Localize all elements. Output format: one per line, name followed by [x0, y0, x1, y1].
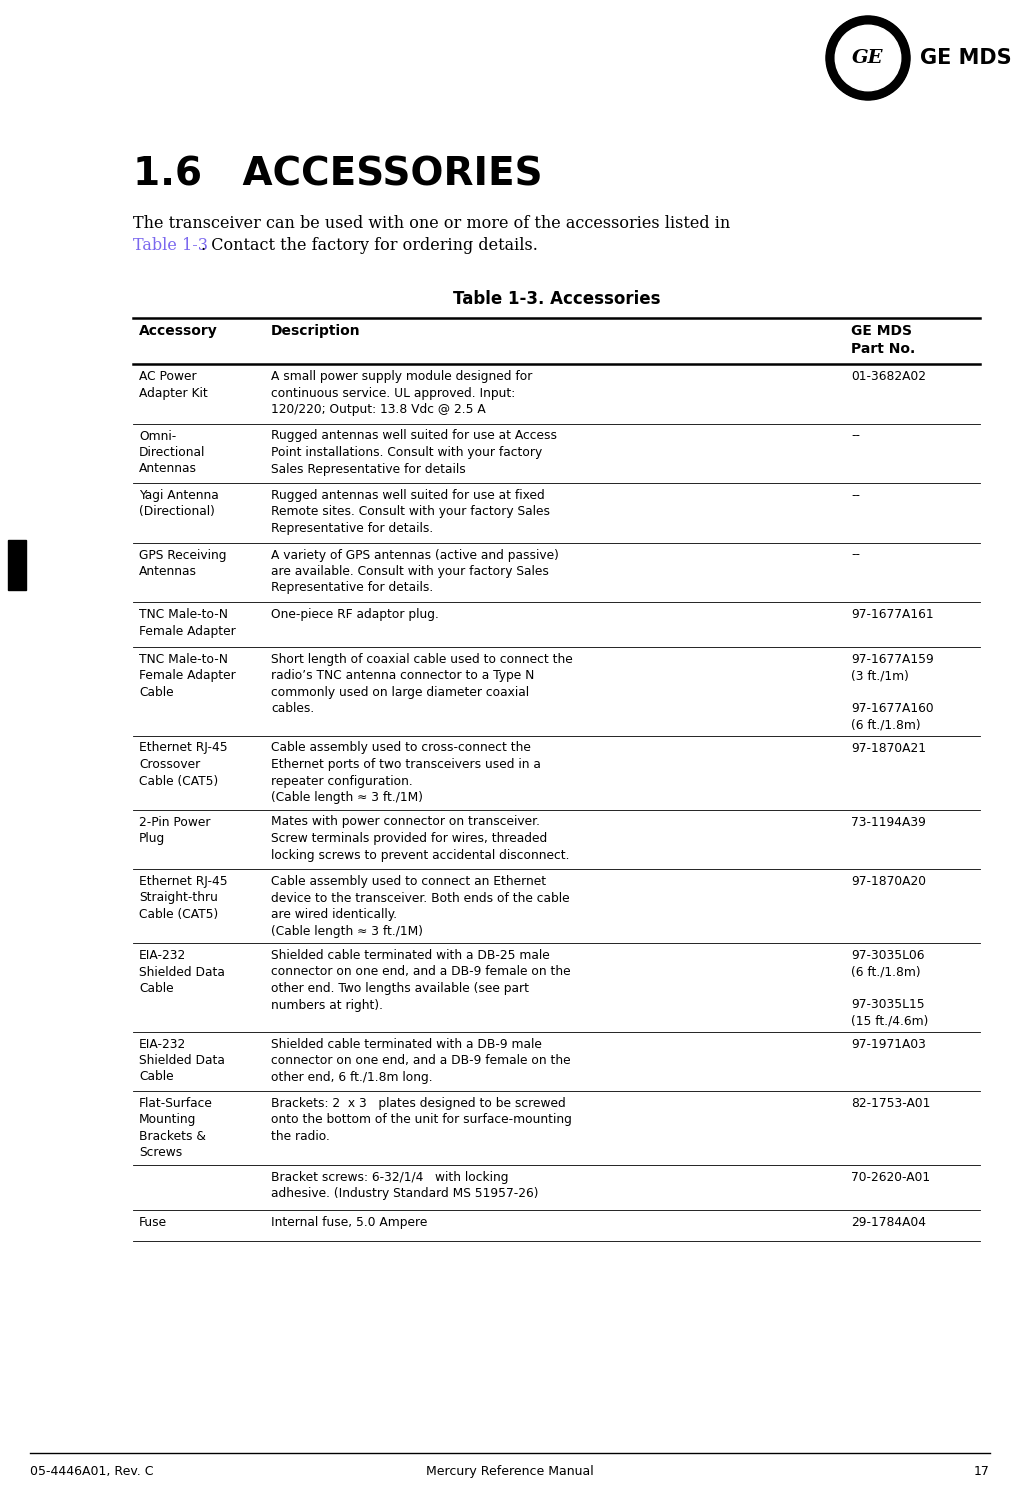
Text: Rugged antennas well suited for use at Access
Point installations. Consult with : Rugged antennas well suited for use at A…	[271, 429, 556, 476]
Text: 2-Pin Power
Plug: 2-Pin Power Plug	[139, 815, 210, 845]
Text: A variety of GPS antennas (active and passive)
are available. Consult with your : A variety of GPS antennas (active and pa…	[271, 548, 558, 594]
Text: Description: Description	[271, 324, 361, 338]
Text: 29-1784A04: 29-1784A04	[850, 1216, 925, 1229]
Bar	[8, 540, 25, 590]
Text: GE MDS: GE MDS	[919, 48, 1011, 68]
Text: Internal fuse, 5.0 Ampere: Internal fuse, 5.0 Ampere	[271, 1216, 427, 1229]
Text: The transceiver can be used with one or more of the accessories listed in: The transceiver can be used with one or …	[132, 215, 730, 233]
Text: GPS Receiving
Antennas: GPS Receiving Antennas	[139, 548, 226, 578]
Text: Accessory: Accessory	[139, 324, 217, 338]
Text: Shielded cable terminated with a DB-9 male
connector on one end, and a DB-9 fema: Shielded cable terminated with a DB-9 ma…	[271, 1037, 570, 1084]
Text: Mercury Reference Manual: Mercury Reference Manual	[426, 1465, 593, 1478]
Text: Ethernet RJ-45
Crossover
Cable (CAT5): Ethernet RJ-45 Crossover Cable (CAT5)	[139, 741, 227, 788]
Text: Omni-
Directional
Antennas: Omni- Directional Antennas	[139, 429, 205, 476]
Text: A small power supply module designed for
continuous service. UL approved. Input:: A small power supply module designed for…	[271, 371, 532, 416]
Circle shape	[825, 17, 909, 101]
Text: Mates with power connector on transceiver.
Screw terminals provided for wires, t: Mates with power connector on transceive…	[271, 815, 569, 862]
Text: GE MDS
Part No.: GE MDS Part No.	[850, 324, 914, 356]
Text: TNC Male-to-N
Female Adapter: TNC Male-to-N Female Adapter	[139, 608, 235, 638]
Text: 97-1677A161: 97-1677A161	[850, 608, 932, 621]
Text: EIA-232
Shielded Data
Cable: EIA-232 Shielded Data Cable	[139, 1037, 224, 1084]
Text: Cable assembly used to connect an Ethernet
device to the transceiver. Both ends : Cable assembly used to connect an Ethern…	[271, 875, 569, 938]
Text: 17: 17	[973, 1465, 989, 1478]
Text: 70-2620-A01: 70-2620-A01	[850, 1171, 929, 1184]
Text: Yagi Antenna
(Directional): Yagi Antenna (Directional)	[139, 489, 218, 518]
Text: 97-1870A21: 97-1870A21	[850, 741, 925, 755]
Text: Table 1-3. Accessories: Table 1-3. Accessories	[452, 290, 659, 308]
Text: 1.6   ACCESSORIES: 1.6 ACCESSORIES	[132, 155, 542, 194]
Text: 97-1677A159
(3 ft./1m)

97-1677A160
(6 ft./1.8m): 97-1677A159 (3 ft./1m) 97-1677A160 (6 ft…	[850, 653, 932, 732]
Text: TNC Male-to-N
Female Adapter
Cable: TNC Male-to-N Female Adapter Cable	[139, 653, 235, 699]
Text: One-piece RF adaptor plug.: One-piece RF adaptor plug.	[271, 608, 438, 621]
Text: GE: GE	[852, 50, 882, 68]
Text: 97-1971A03: 97-1971A03	[850, 1037, 925, 1051]
Text: 97-3035L06
(6 ft./1.8m)

97-3035L15
(15 ft./4.6m): 97-3035L06 (6 ft./1.8m) 97-3035L15 (15 f…	[850, 949, 927, 1028]
Circle shape	[835, 26, 900, 90]
Text: --: --	[850, 489, 859, 501]
Text: Table 1-3: Table 1-3	[132, 237, 208, 254]
Text: Brackets: 2  x 3   plates designed to be screwed
onto the bottom of the unit for: Brackets: 2 x 3 plates designed to be sc…	[271, 1097, 572, 1142]
Text: Cable assembly used to cross-connect the
Ethernet ports of two transceivers used: Cable assembly used to cross-connect the…	[271, 741, 540, 805]
Text: --: --	[850, 429, 859, 443]
Text: Rugged antennas well suited for use at fixed
Remote sites. Consult with your fac: Rugged antennas well suited for use at f…	[271, 489, 549, 534]
Text: EIA-232
Shielded Data
Cable: EIA-232 Shielded Data Cable	[139, 949, 224, 995]
Text: Flat-Surface
Mounting
Brackets &
Screws: Flat-Surface Mounting Brackets & Screws	[139, 1097, 213, 1159]
Text: AC Power
Adapter Kit: AC Power Adapter Kit	[139, 371, 208, 399]
Text: Short length of coaxial cable used to connect the
radio’s TNC antenna connector : Short length of coaxial cable used to co…	[271, 653, 573, 716]
Text: 97-1870A20: 97-1870A20	[850, 875, 925, 889]
Text: 05-4446A01, Rev. C: 05-4446A01, Rev. C	[30, 1465, 153, 1478]
Text: Fuse: Fuse	[139, 1216, 167, 1229]
Text: 01-3682A02: 01-3682A02	[850, 371, 925, 383]
Text: . Contact the factory for ordering details.: . Contact the factory for ordering detai…	[201, 237, 537, 254]
Text: Shielded cable terminated with a DB-25 male
connector on one end, and a DB-9 fem: Shielded cable terminated with a DB-25 m…	[271, 949, 570, 1012]
Text: 82-1753-A01: 82-1753-A01	[850, 1097, 929, 1111]
Text: 73-1194A39: 73-1194A39	[850, 815, 925, 829]
Text: Bracket screws: 6-32/1/4   with locking
adhesive. (Industry Standard MS 51957-26: Bracket screws: 6-32/1/4 with locking ad…	[271, 1171, 538, 1201]
Text: --: --	[850, 548, 859, 561]
Text: Ethernet RJ-45
Straight-thru
Cable (CAT5): Ethernet RJ-45 Straight-thru Cable (CAT5…	[139, 875, 227, 922]
